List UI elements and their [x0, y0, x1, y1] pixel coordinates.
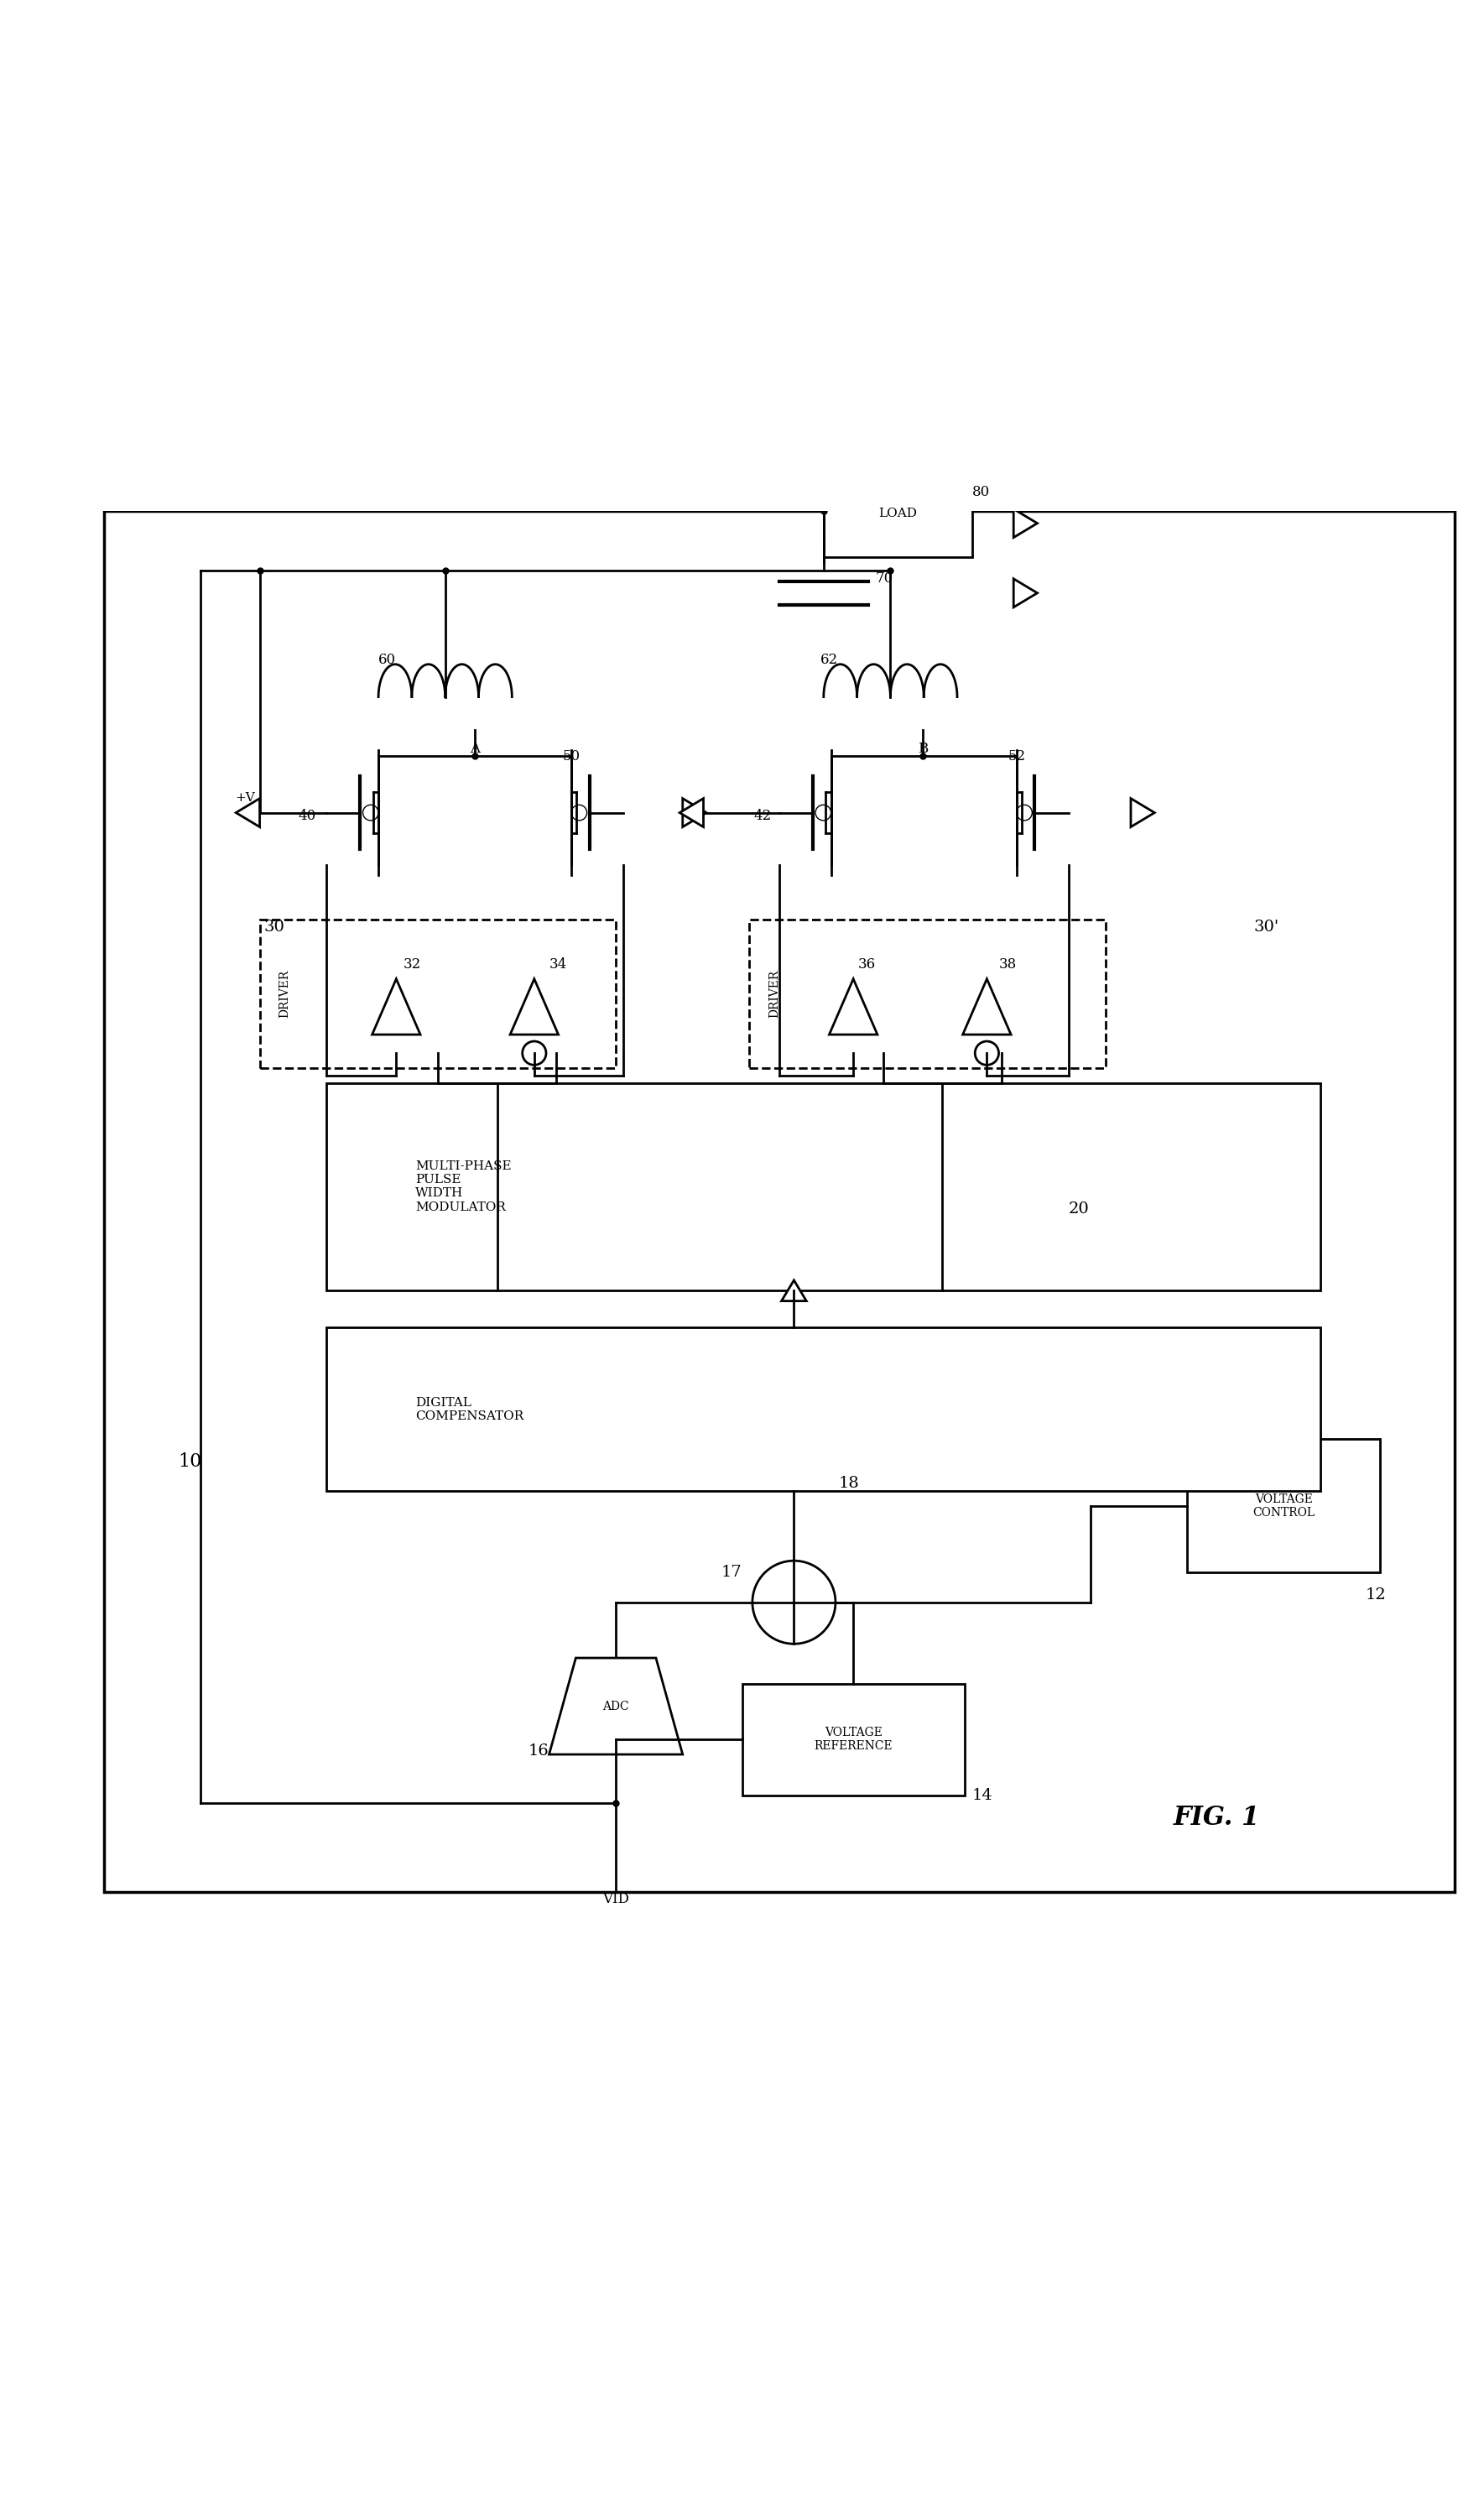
Text: 80: 80 — [972, 484, 990, 499]
Text: 38: 38 — [999, 958, 1017, 970]
Polygon shape — [1131, 797, 1155, 827]
Text: LOAD: LOAD — [879, 509, 917, 519]
Bar — [104, 958, 1261, 1848]
Text: 34: 34 — [549, 958, 567, 970]
Text: 14: 14 — [972, 1787, 993, 1803]
Text: VOLTAGE
REFERENCE: VOLTAGE REFERENCE — [815, 1727, 892, 1752]
Circle shape — [1017, 805, 1033, 820]
Text: 16: 16 — [528, 1742, 549, 1757]
Text: DRIVER: DRIVER — [279, 970, 291, 1018]
Text: 62: 62 — [821, 652, 838, 667]
Text: 17: 17 — [721, 1564, 742, 1579]
Text: ADC: ADC — [603, 1700, 629, 1712]
Polygon shape — [1014, 509, 1037, 536]
Text: FIG. 1: FIG. 1 — [1174, 1805, 1260, 1830]
Polygon shape — [680, 797, 703, 827]
Text: 40: 40 — [298, 810, 316, 822]
Text: 18: 18 — [838, 1477, 859, 1492]
Text: VOLTAGE
CONTROL: VOLTAGE CONTROL — [1252, 1494, 1315, 1519]
Polygon shape — [683, 797, 706, 827]
Text: VID: VID — [603, 1893, 629, 1905]
Text: 32: 32 — [404, 958, 421, 970]
Bar — [824, 476, 972, 557]
Text: 30: 30 — [264, 920, 285, 935]
Bar — [260, 920, 616, 1068]
Circle shape — [362, 805, 378, 820]
Polygon shape — [510, 978, 558, 1035]
Text: 52: 52 — [1008, 750, 1025, 765]
Text: 30': 30' — [1254, 920, 1279, 935]
Text: MULTI-PHASE
PULSE
WIDTH
MODULATOR: MULTI-PHASE PULSE WIDTH MODULATOR — [416, 1161, 512, 1213]
Circle shape — [816, 805, 831, 820]
Text: 12: 12 — [1365, 1587, 1386, 1602]
Polygon shape — [830, 978, 877, 1035]
Text: 20: 20 — [1068, 1201, 1089, 1216]
Text: +V: +V — [236, 792, 255, 805]
Polygon shape — [372, 978, 420, 1035]
Polygon shape — [1014, 579, 1037, 607]
Polygon shape — [549, 1657, 683, 1755]
Polygon shape — [963, 978, 1011, 1035]
Bar — [742, 1685, 965, 1795]
Text: 50: 50 — [562, 750, 580, 765]
Text: A: A — [470, 742, 479, 757]
Text: 42: 42 — [754, 810, 772, 822]
Text: DRIVER: DRIVER — [769, 970, 781, 1018]
Text: B: B — [919, 742, 928, 757]
Circle shape — [571, 805, 586, 820]
Bar — [326, 1329, 1321, 1492]
Text: 36: 36 — [858, 958, 876, 970]
Bar — [1187, 1439, 1380, 1572]
Bar — [749, 920, 1106, 1068]
Text: 70: 70 — [876, 572, 893, 584]
Polygon shape — [782, 1281, 806, 1301]
Polygon shape — [236, 797, 260, 827]
Bar — [326, 1083, 1321, 1291]
Text: DIGITAL
COMPENSATOR: DIGITAL COMPENSATOR — [416, 1396, 524, 1421]
Text: 60: 60 — [378, 652, 396, 667]
Text: 10: 10 — [178, 1452, 202, 1472]
